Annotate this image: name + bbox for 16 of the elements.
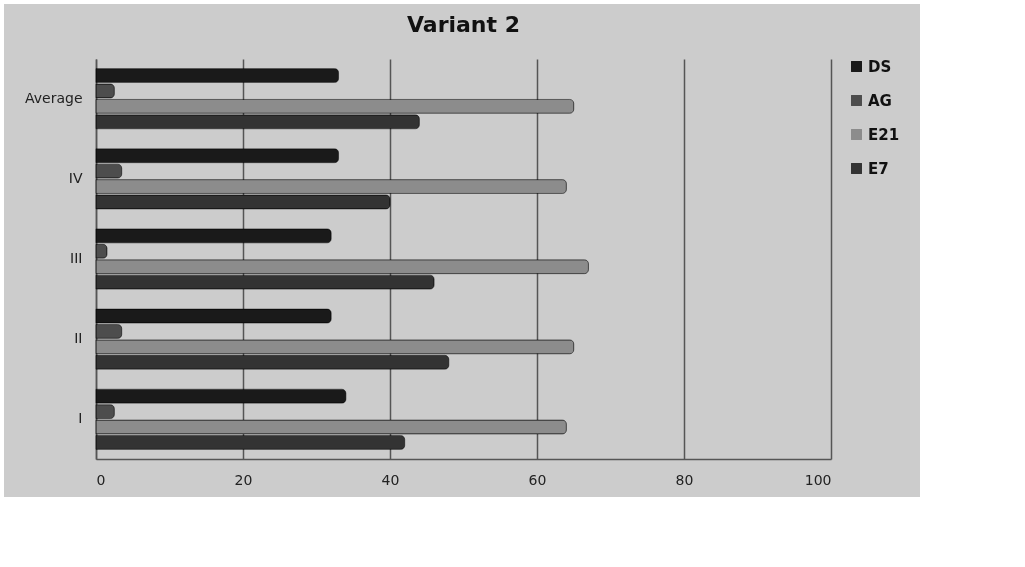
legend-label: AG bbox=[868, 91, 892, 110]
legend-label: E21 bbox=[868, 125, 900, 144]
legend-label: DS bbox=[868, 57, 892, 76]
x-tick-label: 20 bbox=[234, 471, 253, 488]
y-tick-label: II bbox=[74, 330, 83, 347]
x-tick-label: 40 bbox=[381, 471, 400, 488]
y-tick-label: IV bbox=[68, 169, 83, 186]
y-tick-label: I bbox=[78, 410, 83, 427]
chart-title: Variant 2 bbox=[406, 12, 521, 37]
x-tick-label: 80 bbox=[675, 471, 694, 488]
x-tick-label: 60 bbox=[528, 471, 547, 488]
legend-label: E7 bbox=[868, 159, 889, 178]
y-tick-label: Average bbox=[25, 89, 83, 106]
x-tick-label: 100 bbox=[804, 471, 832, 488]
x-tick-label: 0 bbox=[96, 471, 106, 488]
y-tick-label: III bbox=[70, 250, 83, 266]
